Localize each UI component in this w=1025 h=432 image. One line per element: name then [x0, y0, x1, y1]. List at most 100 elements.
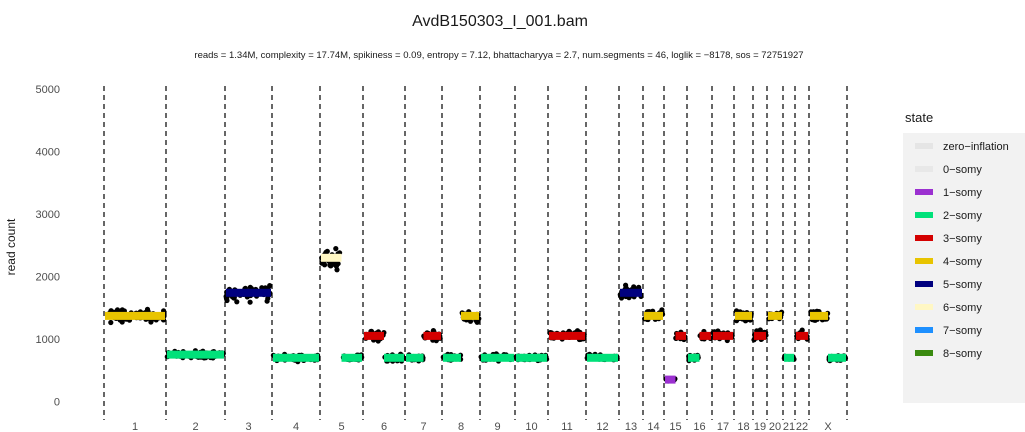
legend-swatch — [915, 143, 933, 149]
y-tick-label: 4000 — [36, 147, 60, 159]
legend-swatch — [915, 327, 933, 333]
y-tick-label: 0 — [54, 397, 60, 409]
x-tick-label: 10 — [525, 421, 537, 432]
x-tick-label: 13 — [625, 421, 637, 432]
read-count-point — [333, 246, 339, 252]
read-count-point — [328, 263, 334, 269]
state-segment — [587, 353, 618, 362]
x-tick-label: 16 — [693, 421, 705, 432]
y-tick-label: 3000 — [36, 209, 60, 221]
x-tick-label: 2 — [192, 421, 198, 432]
state-segment — [423, 331, 441, 340]
state-segment — [226, 288, 271, 297]
legend-label: 1−somy — [943, 187, 982, 199]
x-tick-label: 12 — [596, 421, 608, 432]
legend-label: 6−somy — [943, 302, 982, 314]
x-tick-label: 18 — [737, 421, 749, 432]
state-segment — [810, 311, 828, 320]
legend-swatch — [915, 350, 933, 356]
state-segment — [754, 331, 766, 340]
x-tick-label: 3 — [245, 421, 251, 432]
x-tick-label: 22 — [796, 421, 808, 432]
read-count-point — [148, 319, 154, 325]
x-tick-label: 6 — [381, 421, 387, 432]
read-count-point — [659, 307, 665, 313]
state-segment — [406, 353, 424, 362]
state-segment — [549, 331, 585, 340]
read-count-point — [334, 267, 340, 273]
read-count-point — [267, 283, 273, 289]
state-segment — [273, 353, 319, 362]
state-segment — [461, 311, 479, 320]
state-segment — [364, 331, 384, 340]
x-tick-label: 17 — [717, 421, 729, 432]
chart-title: AvdB150303_I_001.bam — [412, 13, 588, 30]
read-count-point — [319, 260, 325, 266]
state-segment — [665, 375, 676, 384]
state-segment — [713, 331, 733, 340]
legend-label: 5−somy — [943, 279, 982, 291]
x-tick-label: 9 — [494, 421, 500, 432]
legend-swatch — [915, 235, 933, 241]
x-tick-label: 7 — [420, 421, 426, 432]
read-count-point — [623, 282, 629, 288]
legend-swatch — [915, 212, 933, 218]
legend-swatch — [915, 189, 933, 195]
x-tick-label: 19 — [754, 421, 766, 432]
x-tick-label: 1 — [132, 421, 138, 432]
state-segment — [796, 331, 808, 340]
x-tick-label: 11 — [561, 421, 572, 432]
state-segment — [699, 331, 711, 340]
x-tick-label: 4 — [293, 421, 299, 432]
y-tick-label: 2000 — [36, 272, 60, 284]
legend-swatch — [915, 166, 933, 172]
x-tick-label: 20 — [769, 421, 781, 432]
state-segment — [341, 353, 362, 362]
legend-swatch — [915, 304, 933, 310]
legend-label: 0−somy — [943, 164, 982, 176]
state-segment — [620, 288, 642, 297]
state-segment — [105, 311, 165, 320]
y-tick-label: 1000 — [36, 334, 60, 346]
legend-background — [903, 133, 1025, 403]
x-tick-label: 14 — [647, 421, 659, 432]
read-count-point — [247, 299, 253, 305]
x-tick-label: X — [824, 421, 832, 432]
read-count-point — [224, 297, 230, 304]
legend-label: zero−inflation — [943, 141, 1009, 153]
legend-title: state — [905, 110, 933, 125]
state-segment — [644, 311, 663, 320]
chart-subtitle: reads = 1.34M, complexity = 17.74M, spik… — [194, 50, 803, 61]
y-tick-label: 5000 — [36, 84, 60, 96]
state-segment — [768, 311, 782, 320]
read-count-point — [108, 319, 114, 326]
legend: state zero−inflation 0−somy 1−somy 2−somy 3−… — [903, 110, 1025, 403]
state-segment — [443, 353, 461, 362]
state-segment — [784, 353, 794, 362]
y-axis-label: read count — [4, 218, 18, 275]
x-tick-label: 8 — [458, 421, 464, 432]
read-count-point — [265, 295, 271, 301]
legend-label: 2−somy — [943, 210, 982, 222]
read-count-point — [234, 299, 240, 305]
state-segment — [384, 353, 404, 362]
state-segment — [321, 253, 342, 262]
x-tick-label: 15 — [669, 421, 681, 432]
state-segment — [481, 353, 514, 362]
state-segment — [516, 353, 547, 362]
state-segment — [828, 353, 846, 362]
state-segment — [688, 353, 700, 362]
x-tick-label: 5 — [338, 421, 344, 432]
read-count-point — [467, 318, 474, 324]
x-tick-label: 21 — [783, 421, 795, 432]
read-count-point — [119, 319, 125, 325]
state-segment — [735, 311, 752, 320]
state-segment — [167, 350, 224, 359]
state-segment — [675, 331, 686, 340]
legend-label: 3−somy — [943, 233, 982, 245]
read-count-point — [335, 261, 341, 267]
legend-swatch — [915, 281, 933, 287]
legend-label: 4−somy — [943, 256, 982, 268]
